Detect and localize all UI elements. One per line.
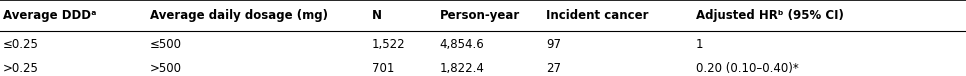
Text: 1,822.4: 1,822.4	[440, 62, 484, 75]
Text: Person-year: Person-year	[440, 9, 520, 22]
Text: 1: 1	[696, 38, 703, 51]
Text: ≤500: ≤500	[150, 38, 182, 51]
Text: Average daily dosage (mg): Average daily dosage (mg)	[150, 9, 327, 22]
Text: 0.20 (0.10–0.40)*: 0.20 (0.10–0.40)*	[696, 62, 798, 75]
Text: >0.25: >0.25	[3, 62, 39, 75]
Text: 1,522: 1,522	[372, 38, 406, 51]
Text: 701: 701	[372, 62, 394, 75]
Text: Average DDDᵃ: Average DDDᵃ	[3, 9, 97, 22]
Text: N: N	[372, 9, 382, 22]
Text: ≤0.25: ≤0.25	[3, 38, 39, 51]
Text: 27: 27	[546, 62, 561, 75]
Text: Incident cancer: Incident cancer	[546, 9, 648, 22]
Text: >500: >500	[150, 62, 182, 75]
Text: 97: 97	[546, 38, 561, 51]
Text: Adjusted HRᵇ (95% CI): Adjusted HRᵇ (95% CI)	[696, 9, 843, 22]
Text: 4,854.6: 4,854.6	[440, 38, 484, 51]
